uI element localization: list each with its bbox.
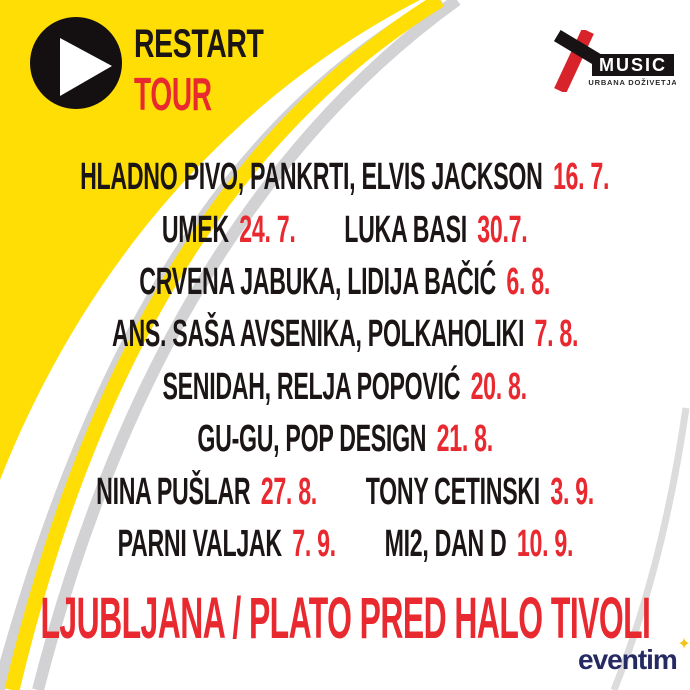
lineup-row: PARNI VALJAK 7. 9. MI2, DAN D 10. 9. xyxy=(0,518,690,570)
eventim-wordmark: eventim xyxy=(578,644,678,675)
lineup-entry: UMEK 24. 7. xyxy=(162,211,296,249)
tour-wordmark: RESTART TOUR xyxy=(134,24,316,117)
event-date: 24. 7. xyxy=(239,208,296,251)
lineup-row: UMEK 24. 7. LUKA BASI 30.7. xyxy=(0,203,690,255)
event-date: 20. 8. xyxy=(470,365,528,408)
act-names: UMEK xyxy=(162,208,230,251)
act-names: LUKA BASI xyxy=(344,208,468,251)
event-date: 7. 9. xyxy=(291,522,336,565)
event-date: 16. 7. xyxy=(553,156,610,199)
act-names: PARNI VALJAK xyxy=(117,522,282,565)
lineup-entry: HLADNO PIVO, PANKRTI, ELVIS JACKSON 16. … xyxy=(81,158,610,196)
lineup-entry: LUKA BASI 30.7. xyxy=(345,211,528,249)
lineup-entry: CRVENA JABUKA, LIDIJA BAČIĆ 6. 8. xyxy=(140,263,551,301)
lineup-list: HLADNO PIVO, PANKRTI, ELVIS JACKSON 16. … xyxy=(0,151,690,570)
event-date: 3. 9. xyxy=(550,470,594,513)
lineup-entry: TONY CETINSKI 3. 9. xyxy=(365,470,595,513)
event-date: 7. 8. xyxy=(534,313,579,356)
lineup-row: HLADNO PIVO, PANKRTI, ELVIS JACKSON 16. … xyxy=(0,151,690,203)
lineup-row: CRVENA JABUKA, LIDIJA BAČIĆ 6. 8. xyxy=(0,256,690,308)
play-icon xyxy=(30,17,122,109)
act-names: ANS. SAŠA AVSENIKA, POLKAHOLIKI xyxy=(111,313,525,356)
venue-line: LJUBLJANA / PLATO PRED HALO TIVOLI xyxy=(40,586,650,651)
sparkle-icon: ✦ xyxy=(677,636,690,653)
event-date: 30.7. xyxy=(477,208,528,251)
lineup-entry: MI2, DAN D 10. 9. xyxy=(384,522,573,565)
lineup-row: GU-GU, POP DESIGN 21. 8. xyxy=(0,413,690,465)
act-names: MI2, DAN D xyxy=(384,522,507,565)
event-date: 6. 8. xyxy=(506,260,551,303)
venue-line-wrap: LJUBLJANA / PLATO PRED HALO TIVOLI xyxy=(0,590,690,648)
restart-title: RESTART xyxy=(134,22,264,66)
event-date: 21. 8. xyxy=(436,418,493,461)
tour-title: TOUR xyxy=(134,68,212,120)
lineup-row: NINA PUŠLAR 27. 8. TONY CETINSKI 3. 9. xyxy=(0,465,690,517)
xmusic-music-label: MUSIC xyxy=(599,55,667,75)
act-names: NINA PUŠLAR xyxy=(96,470,251,513)
act-names: GU-GU, POP DESIGN xyxy=(197,418,427,461)
event-date: 27. 8. xyxy=(260,470,317,513)
lineup-entry: SENIDAH, RELJA POPOVIĆ 20. 8. xyxy=(162,365,528,408)
event-date: 10. 9. xyxy=(516,522,573,565)
act-names: HLADNO PIVO, PANKRTI, ELVIS JACKSON xyxy=(80,156,544,199)
lineup-row: ANS. SAŠA AVSENIKA, POLKAHOLIKI 7. 8. xyxy=(0,308,690,360)
xmusic-logo: MUSIC URBANA DOŽIVETJA xyxy=(553,30,676,92)
lineup-entry: GU-GU, POP DESIGN 21. 8. xyxy=(197,418,493,461)
act-names: SENIDAH, RELJA POPOVIĆ xyxy=(162,365,461,408)
lineup-row: SENIDAH, RELJA POPOVIĆ 20. 8. xyxy=(0,361,690,413)
lineup-entry: ANS. SAŠA AVSENIKA, POLKAHOLIKI 7. 8. xyxy=(112,315,578,353)
eventim-logo: eventim ✦ xyxy=(578,637,690,680)
act-names: TONY CETINSKI xyxy=(365,470,541,513)
xmusic-tagline: URBANA DOŽIVETJA xyxy=(588,78,676,87)
lineup-entry: NINA PUŠLAR 27. 8. xyxy=(96,473,317,511)
act-names: CRVENA JABUKA, LIDIJA BAČIĆ xyxy=(139,260,497,303)
lineup-entry: PARNI VALJAK 7. 9. xyxy=(117,522,336,565)
